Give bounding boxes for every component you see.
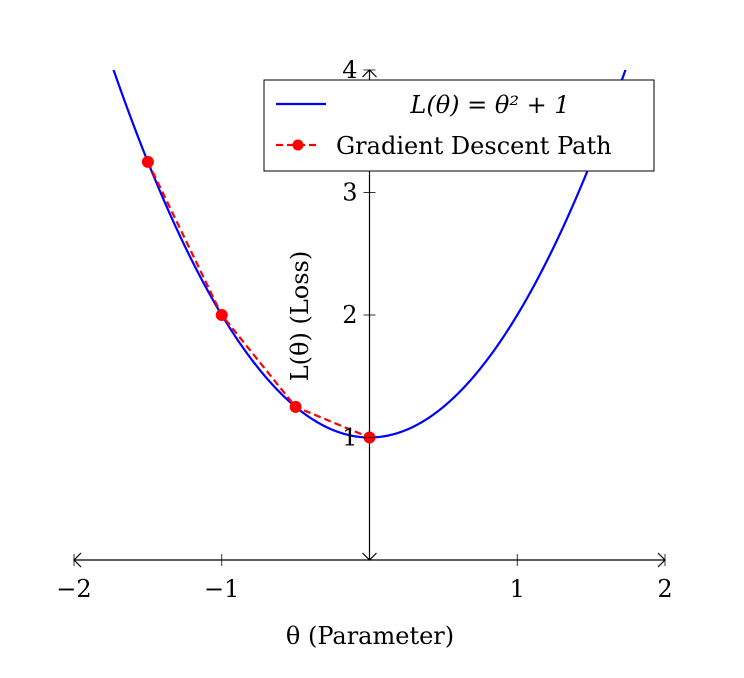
- legend-label-curve: L(θ) = θ² + 1: [409, 91, 569, 119]
- gradient-path-point: [141, 155, 154, 168]
- legend: L(θ) = θ² + 1 Gradient Descent Path: [263, 79, 655, 172]
- y-tick-label: 3: [342, 179, 357, 207]
- x-axis-label: θ (Parameter): [286, 622, 454, 650]
- ticks-layer: −2 −1 1 2 1 2 3 4: [56, 56, 672, 603]
- series-line-gradient-path: [146, 161, 370, 439]
- legend-label-path: Gradient Descent Path: [336, 132, 612, 160]
- path-layer: [141, 155, 376, 444]
- legend-box: [263, 79, 655, 172]
- x-tick-label: −2: [56, 575, 91, 603]
- y-axis-label: L(θ) (Loss): [286, 251, 314, 382]
- y-axis-arrow-bottom: [362, 552, 377, 561]
- x-tick-label: 1: [510, 575, 525, 603]
- gradient-path-point: [215, 309, 228, 321]
- legend-marker-path: [292, 139, 304, 151]
- y-tick-label: 4: [342, 56, 357, 84]
- x-tick-label: 2: [657, 575, 672, 603]
- y-tick-label: 1: [342, 424, 357, 452]
- gradient-path-point: [289, 400, 302, 413]
- x-tick-label: −1: [204, 575, 239, 603]
- y-tick-label: 2: [342, 301, 357, 329]
